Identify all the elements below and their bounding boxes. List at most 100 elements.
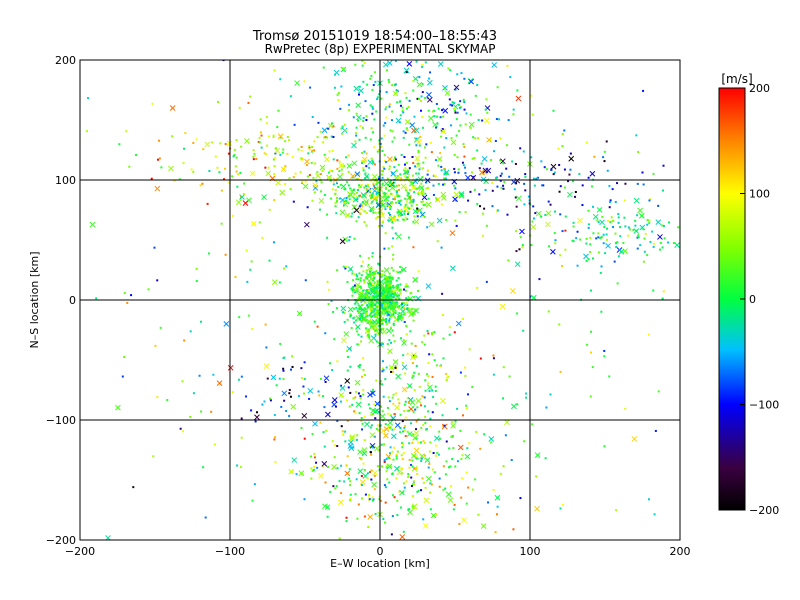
data-point-dot bbox=[603, 160, 606, 163]
data-point-dot bbox=[376, 98, 379, 101]
data-point-dot bbox=[415, 178, 418, 181]
data-point-dot bbox=[182, 162, 185, 165]
data-point-dot bbox=[613, 260, 616, 263]
data-point-dot bbox=[352, 189, 355, 192]
data-point-cross bbox=[382, 192, 388, 198]
data-point-dot bbox=[334, 202, 337, 205]
data-point-dot bbox=[429, 141, 432, 144]
data-point-dot bbox=[502, 162, 505, 165]
data-point-dot bbox=[443, 168, 446, 171]
data-point-dot bbox=[399, 114, 402, 117]
data-point-dot bbox=[390, 341, 393, 344]
data-point-cross bbox=[369, 432, 376, 439]
data-point-cross bbox=[494, 494, 501, 501]
data-point-dot bbox=[412, 319, 415, 322]
data-point-dot bbox=[405, 186, 408, 189]
data-point-dot bbox=[324, 481, 327, 484]
data-point-dot bbox=[353, 193, 356, 196]
data-point-dot bbox=[364, 203, 367, 206]
data-point-dot bbox=[659, 242, 662, 245]
data-point-dot bbox=[381, 182, 384, 185]
data-point-dot bbox=[420, 95, 423, 98]
data-point-dot bbox=[376, 280, 379, 283]
data-point-dot bbox=[210, 410, 213, 413]
data-point-dot bbox=[384, 208, 387, 211]
data-point-cross bbox=[425, 201, 432, 208]
data-point-dot bbox=[278, 281, 281, 284]
data-point-dot bbox=[442, 337, 445, 340]
data-point-dot bbox=[646, 254, 649, 257]
data-point-dot bbox=[602, 233, 605, 236]
data-point-dot bbox=[435, 364, 438, 367]
data-point-dot bbox=[612, 226, 615, 229]
data-point-dot bbox=[410, 485, 413, 488]
data-point-dot bbox=[549, 393, 552, 396]
data-point-dot bbox=[365, 165, 368, 168]
data-point-cross bbox=[458, 192, 465, 199]
data-point-dot bbox=[397, 277, 400, 280]
data-point-cross bbox=[115, 404, 121, 411]
data-point-dot bbox=[391, 201, 394, 204]
data-point-dot bbox=[559, 370, 562, 373]
data-point-dot bbox=[642, 183, 645, 186]
data-point-dot bbox=[357, 392, 360, 395]
data-point-dot bbox=[408, 401, 411, 404]
data-point-dot bbox=[515, 205, 518, 208]
data-point-dot bbox=[301, 180, 304, 183]
data-point-dot bbox=[415, 454, 418, 457]
data-point-dot bbox=[359, 340, 362, 343]
data-point-dot bbox=[431, 375, 434, 378]
data-point-dot bbox=[320, 181, 323, 184]
data-point-dot bbox=[560, 265, 563, 268]
data-point-dot bbox=[396, 284, 399, 287]
data-point-dot bbox=[453, 171, 456, 174]
data-point-dot bbox=[423, 396, 426, 399]
data-point-dot bbox=[437, 107, 440, 110]
data-point-cross bbox=[637, 207, 643, 214]
data-point-cross bbox=[401, 364, 408, 371]
data-point-dot bbox=[404, 131, 407, 134]
data-point-cross bbox=[364, 421, 370, 428]
data-point-dot bbox=[417, 97, 420, 100]
data-point-dot bbox=[349, 480, 352, 483]
data-point-dot bbox=[348, 405, 351, 408]
data-point-dot bbox=[366, 183, 369, 186]
data-point-dot bbox=[377, 193, 380, 196]
data-point-cross bbox=[298, 470, 305, 477]
data-point-dot bbox=[599, 271, 602, 274]
data-point-dot bbox=[397, 306, 400, 309]
data-point-dot bbox=[395, 169, 398, 172]
data-point-dot bbox=[245, 249, 248, 252]
data-point-dot bbox=[427, 197, 430, 200]
data-point-dot bbox=[351, 212, 354, 215]
data-point-dot bbox=[235, 139, 238, 142]
data-point-dot bbox=[406, 430, 409, 433]
data-point-dot bbox=[380, 314, 383, 317]
colorbar-tick-label: −100 bbox=[749, 399, 779, 412]
data-point-dot bbox=[393, 166, 396, 169]
data-point-dot bbox=[273, 173, 276, 176]
data-point-dot bbox=[317, 121, 320, 124]
data-point-dot bbox=[274, 152, 277, 155]
data-point-cross bbox=[363, 173, 370, 180]
data-point-dot bbox=[559, 254, 562, 257]
data-point-dot bbox=[206, 202, 209, 205]
data-point-dot bbox=[568, 173, 571, 176]
data-point-cross bbox=[379, 309, 386, 316]
data-point-dot bbox=[395, 318, 398, 321]
data-point-dot bbox=[286, 136, 289, 139]
data-point-cross bbox=[618, 248, 625, 255]
data-point-dot bbox=[420, 426, 423, 429]
data-point-cross bbox=[412, 208, 419, 215]
data-point-dot bbox=[242, 192, 245, 195]
data-point-dot bbox=[373, 186, 376, 189]
data-point-dot bbox=[363, 515, 366, 518]
data-point-cross bbox=[307, 388, 314, 394]
data-point-dot bbox=[369, 189, 372, 192]
data-point-dot bbox=[288, 139, 291, 142]
data-point-cross bbox=[340, 66, 347, 73]
data-point-dot bbox=[395, 285, 398, 288]
data-point-dot bbox=[237, 378, 240, 381]
data-point-dot bbox=[343, 480, 346, 483]
data-point-cross bbox=[355, 102, 362, 109]
